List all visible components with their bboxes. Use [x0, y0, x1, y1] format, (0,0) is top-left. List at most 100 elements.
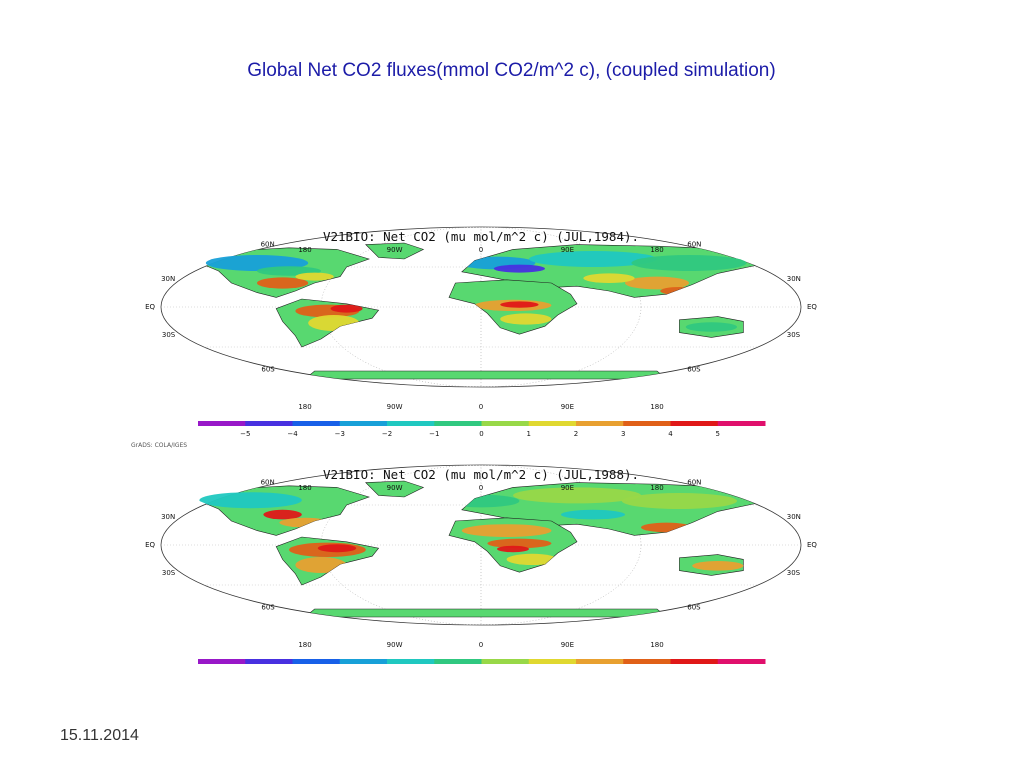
- top-lon-label: 180: [650, 484, 663, 492]
- colorbar-tick-label: −4: [287, 430, 298, 438]
- flux-patch: [263, 509, 302, 520]
- left-lat-label: 60S: [261, 365, 275, 373]
- flux-maps-figure: V21BIO: Net CO2 (mu mol/m^2 c) (JUL,1984…: [127, 203, 836, 668]
- colorbar-tick-label: 0: [479, 430, 483, 438]
- flux-patch: [631, 255, 747, 271]
- flux-patch: [497, 545, 529, 553]
- colorbar-segment: [292, 421, 341, 426]
- flux-map-1984: [160, 226, 802, 426]
- colorbar-segment: [339, 659, 388, 664]
- flux-patch: [317, 544, 357, 553]
- map-title: V21BIO: Net CO2 (mu mol/m^2 c) (JUL,1988…: [323, 467, 639, 482]
- colorbar-segment: [717, 659, 766, 664]
- flux-patch: [295, 272, 334, 281]
- flux-patch: [692, 561, 744, 571]
- colorbar: [198, 659, 766, 664]
- left-lat-label: 30N: [161, 513, 175, 521]
- flux-patch: [529, 251, 657, 267]
- colorbar-segment: [198, 659, 246, 664]
- top-lon-label: 180: [650, 246, 663, 254]
- colorbar-segment: [623, 421, 671, 426]
- flux-patch: [461, 524, 552, 537]
- colorbar-tick-label: −1: [429, 430, 439, 438]
- flux-patch: [500, 313, 552, 325]
- bottom-lon-label: 180: [298, 641, 311, 649]
- colorbar-segment: [434, 421, 482, 426]
- colorbar-tick-label: 1: [527, 430, 531, 438]
- colorbar-segment: [717, 421, 766, 426]
- colorbar-tick-label: 2: [574, 430, 578, 438]
- bottom-lon-label: 180: [650, 641, 663, 649]
- left-lat-label: 30S: [162, 331, 176, 339]
- slide-title: Global Net CO2 fluxes(mmol CO2/m^2 c), (…: [247, 60, 776, 81]
- right-lat-label: 60N: [687, 241, 701, 249]
- flux-patch: [330, 304, 363, 313]
- continent-antarctica: [304, 370, 668, 380]
- bottom-lon-label: 0: [479, 641, 483, 649]
- right-lat-label: 30S: [787, 569, 801, 577]
- left-lat-label: 30N: [161, 275, 175, 283]
- flux-patch: [506, 553, 558, 565]
- grads-credit: GrADS: COLA/IGES: [131, 442, 187, 449]
- colorbar-segment: [481, 659, 530, 664]
- bottom-lon-label: 180: [298, 403, 311, 411]
- colorbar-segment: [387, 421, 435, 426]
- flux-patch: [625, 276, 689, 290]
- flux-patch: [487, 538, 552, 549]
- flux-patches: [205, 251, 747, 332]
- colorbar-segment: [434, 659, 482, 664]
- top-lon-label: 90W: [387, 484, 403, 492]
- right-lat-label: 60S: [687, 603, 701, 611]
- flux-map-1988: [160, 464, 802, 664]
- colorbar-tick-label: −3: [335, 430, 345, 438]
- right-lat-label: 30N: [787, 513, 801, 521]
- colorbar-segment: [292, 659, 341, 664]
- bottom-lon-label: 90E: [561, 641, 574, 649]
- flux-patch: [500, 301, 539, 308]
- colorbar-segment: [198, 421, 246, 426]
- colorbar-segment: [528, 421, 577, 426]
- colorbar-tick-label: 3: [621, 430, 625, 438]
- left-lat-label: 60S: [261, 603, 275, 611]
- colorbar-segment: [576, 659, 624, 664]
- colorbar-segment: [670, 421, 719, 426]
- footer-date: 15.11.2014: [60, 727, 139, 744]
- flux-patch: [493, 264, 545, 273]
- colorbar-segment: [245, 659, 293, 664]
- colorbar-segment: [339, 421, 388, 426]
- right-lat-label: 60S: [687, 365, 701, 373]
- right-lat-label: 30N: [787, 275, 801, 283]
- top-lon-label: 0: [479, 246, 483, 254]
- top-lon-label: 90W: [387, 246, 403, 254]
- bottom-lon-label: 90E: [561, 403, 574, 411]
- flux-patch: [199, 492, 302, 509]
- top-lon-label: 90E: [561, 246, 574, 254]
- colorbar-tick-label: 4: [668, 430, 673, 438]
- right-lat-label: EQ: [807, 541, 817, 549]
- left-lat-label: 30S: [162, 569, 176, 577]
- top-lon-label: 90E: [561, 484, 574, 492]
- continent-antarctica: [304, 608, 668, 618]
- colorbar-segment: [623, 659, 671, 664]
- flux-patch: [685, 322, 738, 332]
- colorbar-tick-label: −2: [382, 430, 392, 438]
- left-lat-label: 60N: [261, 241, 275, 249]
- colorbar-tick-label: −5: [240, 430, 250, 438]
- colorbar-segment: [576, 421, 624, 426]
- left-lat-label: EQ: [145, 303, 155, 311]
- bottom-lon-label: 90W: [387, 403, 403, 411]
- colorbar-segment: [528, 659, 577, 664]
- right-lat-label: 60N: [687, 479, 701, 487]
- flux-patch: [513, 487, 641, 504]
- bottom-lon-label: 0: [479, 403, 483, 411]
- flux-patches: [199, 487, 744, 573]
- continent-greenland: [365, 480, 425, 498]
- colorbar-segment: [481, 421, 530, 426]
- left-lat-label: EQ: [145, 541, 155, 549]
- flux-maps-svg: V21BIO: Net CO2 (mu mol/m^2 c) (JUL,1984…: [131, 226, 817, 664]
- right-lat-label: 30S: [787, 331, 801, 339]
- colorbar-segment: [670, 659, 719, 664]
- colorbar-segment: [387, 659, 435, 664]
- flux-patch: [257, 277, 309, 289]
- bottom-lon-label: 90W: [387, 641, 403, 649]
